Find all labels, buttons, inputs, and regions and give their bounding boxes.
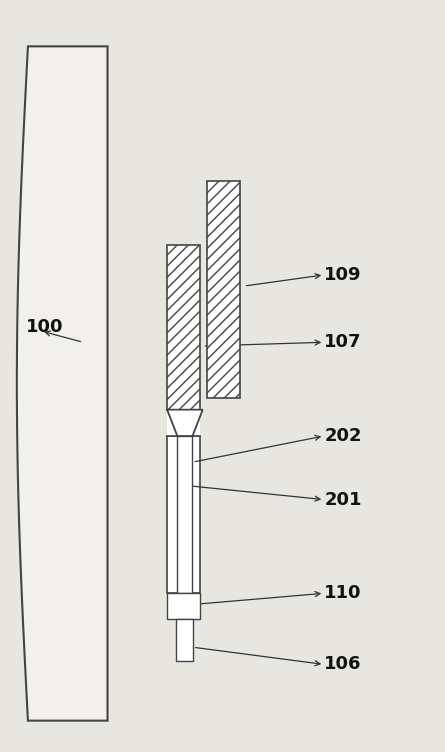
Text: 202: 202 [324,427,362,445]
Bar [178,436,191,593]
Text: 106: 106 [324,656,362,674]
Bar [207,181,240,399]
Polygon shape [167,410,202,436]
Bar [176,620,193,661]
Bar [167,410,200,436]
Text: 107: 107 [324,333,362,351]
Text: 201: 201 [324,490,362,508]
Polygon shape [17,47,108,720]
Bar [167,245,200,410]
Text: 109: 109 [324,266,362,284]
Text: 110: 110 [324,584,362,602]
Bar [167,593,200,620]
Polygon shape [167,410,202,436]
Text: 100: 100 [26,318,63,336]
Bar [167,436,200,593]
